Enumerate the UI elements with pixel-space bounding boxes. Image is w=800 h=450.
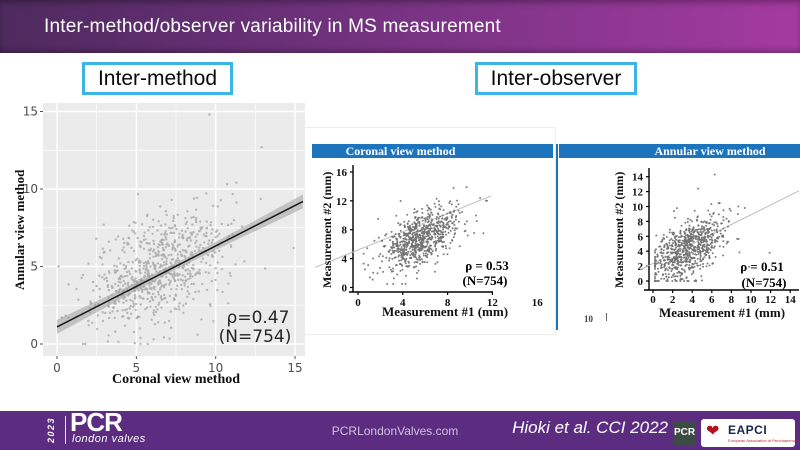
coronal-x-axis-title: Measurement #1 (mm) — [381, 304, 509, 319]
inter-observer-label-text: Inter-observer — [490, 67, 622, 90]
slide-header-bar: Inter-method/observer variability in MS … — [0, 0, 800, 53]
left-chart-y-axis-title: Annular view method — [12, 169, 27, 291]
annular-y-axis-title: Measurement #2 (mm) — [612, 171, 626, 289]
pcr-logo-subtitle: london valves — [72, 433, 146, 445]
eapci-badge: ❤ EAPCI European Association of Percutan… — [701, 419, 800, 447]
svg-text:5: 5 — [30, 260, 38, 274]
inter-method-label: Inter-method — [82, 62, 233, 95]
footer-year: 2023 — [46, 416, 56, 444]
svg-text:15: 15 — [23, 105, 38, 119]
eapci-tagline: European Association of Percutaneous Car… — [728, 438, 800, 443]
annular-n-annotation: (N=754) — [741, 275, 787, 290]
coronal-rho-annotation: ρ = 0.53 — [465, 258, 509, 273]
svg-text:0: 0 — [30, 337, 38, 351]
svg-text:0: 0 — [53, 361, 61, 375]
coronal-n-annotation: (N=754) — [462, 273, 508, 288]
slide-footer-bar: 2023 PCR london valves PCRLondonValves.c… — [0, 407, 800, 450]
coronal-panel-header: Coronal view method — [312, 144, 553, 158]
inter-method-label-text: Inter-method — [97, 67, 218, 90]
pcr-logo: PCR — [70, 407, 123, 437]
eapci-heart-icon: ❤ — [706, 423, 720, 440]
svg-text:8: 8 — [638, 216, 644, 228]
left-chart-n-annotation: (N=754) — [218, 327, 292, 347]
eapci-logo-text: EAPCI — [728, 423, 768, 437]
slide-title: Inter-method/observer variability in MS … — [44, 16, 501, 37]
annular-rho-annotation: ρ = 0.51 — [740, 259, 784, 274]
inter-observer-label: Inter-observer — [475, 62, 637, 95]
left-chart-rho-annotation: ρ=0.47 — [226, 308, 290, 328]
cropped-figure-fragment-tick — [606, 313, 607, 321]
svg-text:10: 10 — [632, 202, 644, 214]
svg-text:6: 6 — [638, 231, 644, 243]
svg-text:14: 14 — [632, 172, 644, 184]
cropped-figure-fragment: 10 — [584, 314, 593, 324]
svg-text:4: 4 — [638, 246, 644, 258]
svg-text:0: 0 — [638, 276, 644, 288]
svg-text:15: 15 — [287, 361, 302, 375]
annular-x-axis-title: Measurement #1 (mm) — [658, 305, 786, 320]
svg-text:2: 2 — [638, 261, 644, 273]
footer-citation: Hioki et al. CCI 2022 — [512, 418, 668, 437]
left-chart-x-axis-title: Coronal view method — [111, 372, 241, 387]
svg-text:12: 12 — [632, 187, 644, 199]
annular-panel-header: Annular view method — [559, 144, 800, 158]
coronal-y-axis-title: Measurement #2 (mm) — [320, 171, 334, 289]
logo-divider — [65, 416, 66, 444]
panel-separator-line — [556, 144, 558, 330]
footer-website: PCRLondonValves.com — [331, 424, 459, 438]
pcr-badge: PCR — [673, 421, 696, 445]
